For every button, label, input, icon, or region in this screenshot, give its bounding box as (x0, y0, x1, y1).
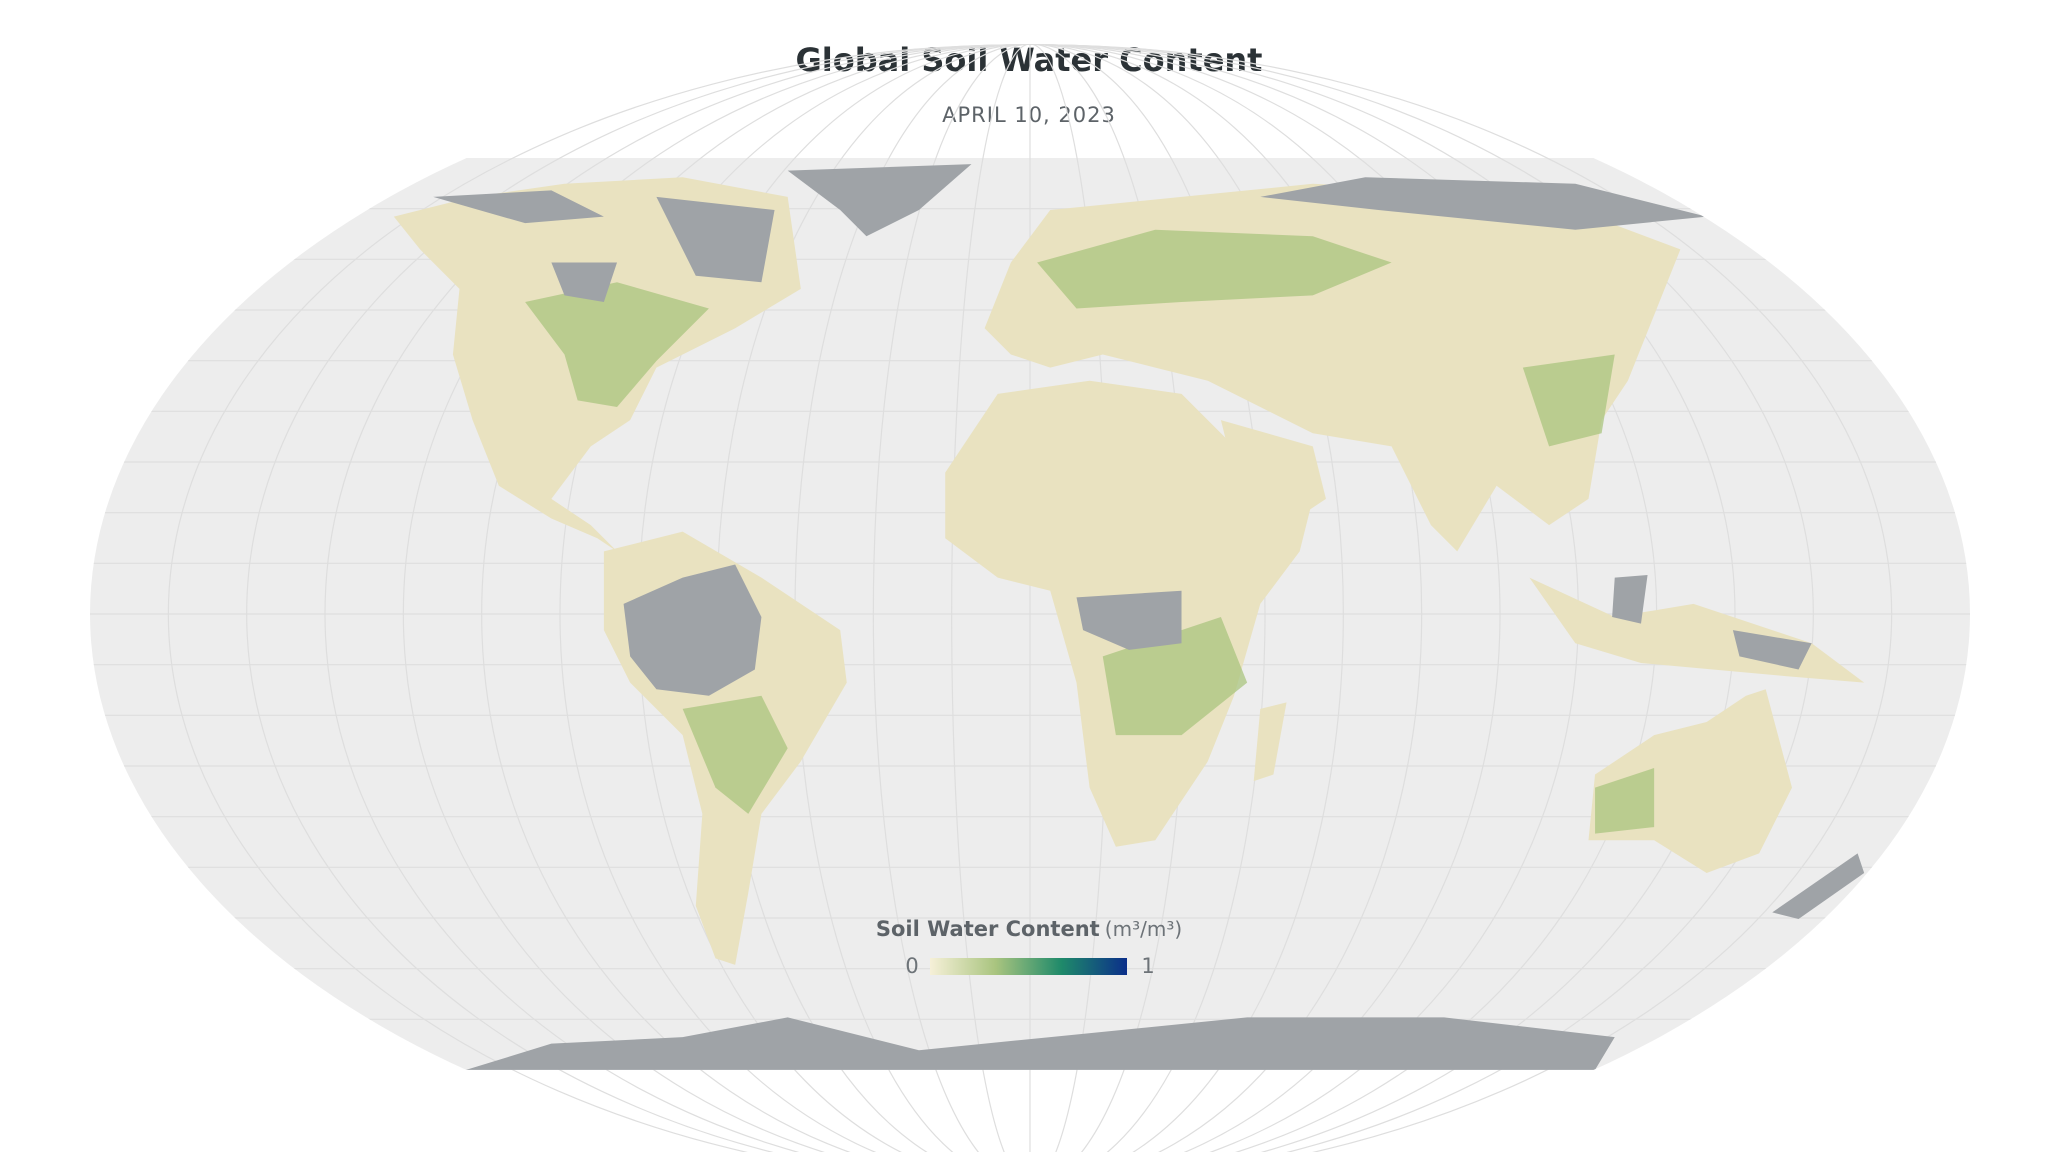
legend-colorbar (930, 958, 1127, 975)
eurasia-wet (1037, 229, 1615, 447)
meridian (1029, 44, 1423, 1152)
legend: Soil Water Content (m³/m³) 0 1 (876, 917, 1182, 979)
legend-title: Soil Water Content (876, 917, 1100, 941)
legend-heading: Soil Water Content (m³/m³) (876, 917, 1182, 942)
antarctica (466, 1017, 1615, 1070)
meridian (1029, 44, 1736, 1152)
meridian (872, 44, 1031, 1152)
madagascar (1253, 702, 1287, 782)
arctic-islands (433, 190, 775, 302)
land-masses (393, 164, 1865, 1070)
congo (1076, 590, 1182, 650)
meridian (167, 44, 1031, 1152)
meridian (1029, 44, 1344, 1152)
meridian (402, 44, 1031, 1152)
siberia (1260, 177, 1707, 230)
south-america-wet (682, 695, 788, 814)
legend-unit: (m³/m³) (1105, 917, 1182, 941)
map-subtitle: APRIL 10, 2023 (942, 103, 1116, 127)
greenland (787, 164, 972, 237)
amazon (623, 564, 762, 696)
indonesia-nodata (1612, 575, 1812, 670)
north-america-wet (525, 282, 709, 407)
meridian (1029, 44, 1893, 1152)
meridian (481, 44, 1031, 1152)
meridian (324, 44, 1031, 1152)
legend-min: 0 (905, 954, 918, 978)
new-zealand (1772, 853, 1865, 919)
legend-max: 1 (1141, 954, 1154, 978)
meridian (1029, 44, 1814, 1152)
meridian (1029, 44, 1501, 1152)
meridian (246, 44, 1031, 1152)
meridian (951, 44, 1031, 1152)
meridian (1029, 44, 1266, 1152)
arabia (1220, 420, 1326, 526)
meridian (559, 44, 1031, 1152)
map-title: Global Soil Water Content (796, 41, 1263, 79)
australia-wet (1595, 767, 1655, 834)
